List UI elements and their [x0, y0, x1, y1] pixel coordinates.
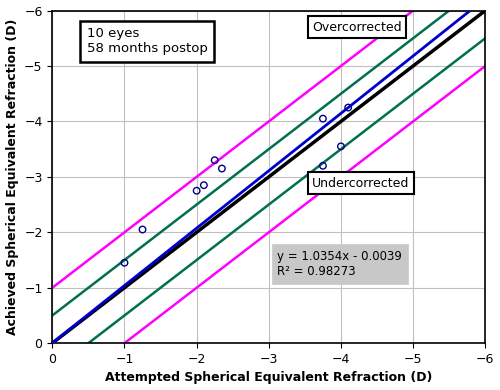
Point: [138, 227, 146, 233]
Point: [337, 143, 345, 149]
Text: 10 eyes
58 months postop: 10 eyes 58 months postop: [87, 27, 208, 55]
X-axis label: Attempted Spherical Equivalent Refraction (D): Attempted Spherical Equivalent Refractio…: [105, 371, 432, 385]
Point: [192, 188, 200, 194]
Point: [218, 165, 226, 172]
Text: y = 1.0354x - 0.0039
R² = 0.98273: y = 1.0354x - 0.0039 R² = 0.98273: [278, 250, 402, 278]
Y-axis label: Achieved Spherical Equivalent Refraction (D): Achieved Spherical Equivalent Refraction…: [6, 19, 18, 335]
Point: [344, 105, 352, 111]
Text: Overcorrected: Overcorrected: [312, 21, 402, 34]
Point: [120, 260, 128, 266]
Point: [200, 182, 208, 188]
Point: [210, 157, 218, 163]
Point: [319, 115, 327, 122]
Text: Undercorrected: Undercorrected: [312, 177, 410, 190]
Point: [319, 163, 327, 169]
